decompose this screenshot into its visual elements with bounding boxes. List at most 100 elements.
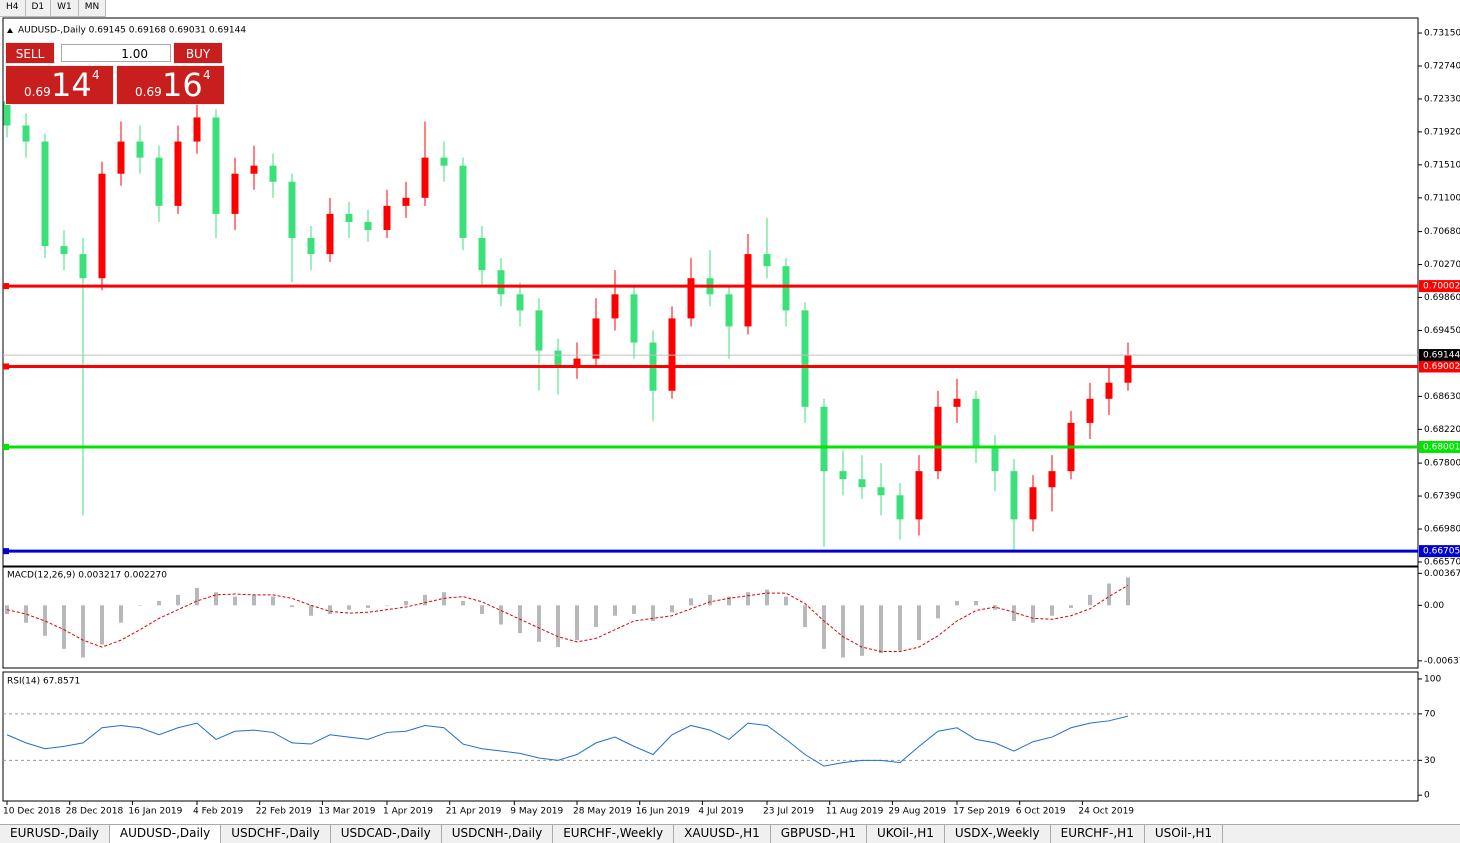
- macd-bar: [708, 594, 712, 606]
- current-price-label: 0.69144: [1423, 351, 1460, 361]
- chart-tab[interactable]: XAUUSD-,H1: [674, 825, 771, 843]
- x-tick-label: 4 Jul 2019: [698, 807, 743, 817]
- price-pips: 16: [162, 66, 203, 104]
- x-tick-label: 28 Dec 2018: [66, 807, 124, 817]
- macd-bar: [746, 592, 750, 606]
- chart: AUDUSD-,Daily 0.69145 0.69168 0.69031 0.…: [2, 17, 1460, 817]
- x-tick-label: 24 Oct 2019: [1078, 807, 1134, 817]
- indicator-title: MACD(12,26,9) 0.003217 0.002270: [7, 571, 167, 581]
- macd-bar: [1126, 577, 1130, 606]
- level-label-bg: [1419, 280, 1460, 293]
- macd-bar: [309, 605, 313, 616]
- candle-body: [231, 173, 239, 214]
- timeframe-button[interactable]: H4: [0, 0, 26, 17]
- sell-price[interactable]: 0.69 14 4: [5, 65, 114, 105]
- candle-body: [744, 254, 752, 327]
- y-tick-label: -0.006378: [1424, 656, 1460, 666]
- candle-body: [22, 125, 30, 142]
- macd-bar: [575, 605, 579, 641]
- macd-bar: [347, 605, 351, 610]
- level-label-bg: [1419, 545, 1460, 558]
- candle-body: [763, 254, 771, 267]
- candle-body: [611, 294, 619, 319]
- level-label: 0.66705: [1423, 547, 1460, 557]
- chart-tab[interactable]: EURCHF-,Weekly: [553, 825, 675, 843]
- chart-tab[interactable]: EURUSD-,Daily: [0, 825, 110, 843]
- price-label-bg: [1419, 349, 1460, 362]
- candle-body: [592, 318, 600, 359]
- macd-bar: [727, 596, 731, 606]
- macd-bar: [157, 600, 161, 606]
- candle-body: [725, 294, 733, 327]
- candle-body: [326, 213, 334, 255]
- x-tick-label: 16 Jan 2019: [128, 807, 182, 817]
- macd-bar: [176, 594, 180, 606]
- y-tick-label: 0.73150: [1424, 29, 1460, 39]
- rsi-line: [6, 715, 1129, 767]
- candle-body: [516, 294, 524, 311]
- chart-tab[interactable]: USDX-,Weekly: [945, 825, 1051, 843]
- macd-bar: [1050, 605, 1054, 616]
- chart-tab[interactable]: USDCAD-,Daily: [331, 825, 442, 843]
- candle-body: [383, 205, 391, 230]
- candle-body: [801, 310, 809, 407]
- chart-tab[interactable]: GBPUSD-,H1: [771, 825, 867, 843]
- candle-body: [497, 270, 505, 295]
- candle-body: [402, 197, 410, 206]
- chart-tab[interactable]: USOil-,H1: [1145, 825, 1224, 843]
- macd-bar: [233, 596, 237, 606]
- macd-bar: [404, 600, 408, 606]
- macd-bar: [784, 596, 788, 606]
- candle-body: [250, 165, 258, 174]
- candle-body: [269, 165, 277, 182]
- y-tick-label: 0.68220: [1424, 425, 1460, 435]
- candle-body: [915, 471, 923, 520]
- macd-bar: [1088, 594, 1092, 606]
- lot-input[interactable]: 1.00: [61, 44, 171, 62]
- candle-body: [1086, 398, 1094, 423]
- timeframe-button[interactable]: MN: [78, 0, 107, 17]
- macd-bar: [271, 596, 275, 606]
- candle-body: [782, 266, 790, 311]
- price-big: 0.69: [24, 85, 51, 99]
- macd-bar: [81, 605, 85, 658]
- candle-body: [60, 246, 68, 255]
- candle-body: [820, 406, 828, 472]
- chart-tab[interactable]: USDCNH-,Daily: [442, 825, 554, 843]
- chart-tab[interactable]: AUDUSD-,Daily: [109, 825, 222, 843]
- level-handle: [3, 363, 9, 370]
- buy-price[interactable]: 0.69 16 4: [116, 65, 225, 105]
- chart-tab[interactable]: USDCHF-,Daily: [221, 825, 331, 843]
- chart-tab[interactable]: UKOil-,H1: [867, 825, 945, 843]
- macd-bar: [1031, 605, 1035, 623]
- panel-frame: [2, 671, 1419, 802]
- candle-body: [364, 221, 372, 230]
- buy-button[interactable]: BUY: [173, 42, 223, 64]
- macd-bar: [898, 605, 902, 651]
- y-tick-label: 0.68630: [1424, 392, 1460, 402]
- candle-body: [288, 181, 296, 239]
- candle-body: [79, 254, 87, 279]
- macd-bar: [100, 605, 104, 645]
- x-tick-label: 29 Aug 2019: [888, 807, 946, 817]
- macd-bar: [689, 598, 693, 606]
- macd-bar: [214, 592, 218, 606]
- y-tick-label: 0.72330: [1424, 94, 1460, 104]
- panel-frame: [2, 17, 1419, 567]
- y-tick-label: 0.67390: [1424, 492, 1460, 502]
- chart-tab[interactable]: EURCHF-,H1: [1051, 825, 1145, 843]
- candle-body: [136, 141, 144, 158]
- timeframe-button[interactable]: W1: [51, 0, 79, 17]
- macd-bar: [290, 605, 294, 608]
- candle-body: [193, 117, 201, 142]
- y-tick-label: 0: [1424, 791, 1430, 801]
- y-tick-label: 0.003674: [1424, 569, 1460, 579]
- macd-bar: [195, 587, 199, 606]
- y-tick-label: 0.71920: [1424, 127, 1460, 137]
- sell-button[interactable]: SELL: [5, 42, 55, 64]
- indicator-title: RSI(14) 67.8571: [7, 677, 80, 687]
- timeframe-button[interactable]: D1: [25, 0, 52, 17]
- macd-bar: [594, 605, 598, 628]
- macd-bar: [822, 605, 826, 649]
- timeframe-bar: H4 D1 W1 MN: [0, 0, 107, 17]
